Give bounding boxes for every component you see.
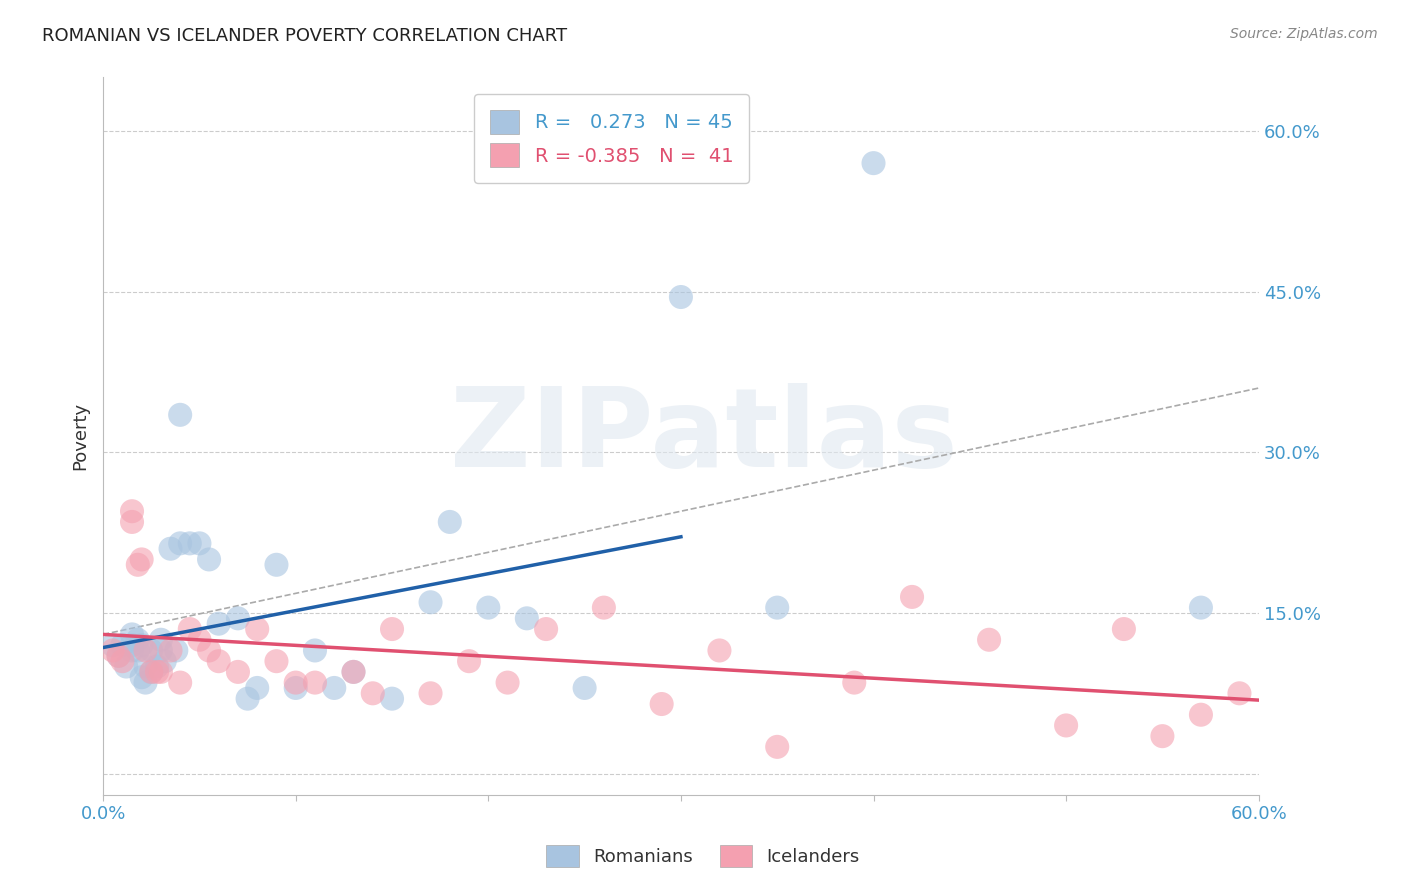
Point (381, 691, 404, 706)
Point (1189, 707, 1212, 722)
Point (188, 632, 211, 647)
Point (107, 648, 129, 663)
Point (169, 536, 191, 550)
Point (149, 643, 172, 657)
Point (1189, 600, 1212, 615)
Point (208, 654, 231, 668)
Point (901, 590, 924, 604)
Point (342, 665, 364, 679)
Point (169, 675, 191, 690)
Point (284, 681, 307, 695)
Point (127, 643, 149, 657)
Point (141, 643, 163, 657)
Point (111, 654, 134, 668)
Point (381, 622, 404, 636)
Point (593, 600, 616, 615)
Point (458, 654, 481, 668)
Point (198, 552, 221, 566)
Point (844, 675, 866, 690)
Text: Source: ZipAtlas.com: Source: ZipAtlas.com (1230, 27, 1378, 41)
Point (188, 536, 211, 550)
Point (131, 552, 153, 566)
Point (862, 156, 884, 170)
Point (709, 643, 731, 657)
Point (169, 408, 191, 422)
Point (127, 558, 149, 572)
Point (477, 600, 499, 615)
Point (131, 638, 153, 652)
Point (1152, 729, 1174, 743)
Point (146, 665, 169, 679)
Point (669, 290, 692, 304)
Point (198, 643, 221, 657)
Point (153, 654, 176, 668)
Point (134, 675, 156, 690)
Point (179, 622, 201, 636)
Point (134, 643, 156, 657)
Point (419, 595, 441, 609)
Point (651, 697, 673, 711)
Point (1054, 718, 1077, 732)
Point (146, 659, 169, 673)
Point (121, 643, 143, 657)
Point (134, 659, 156, 673)
Point (323, 681, 346, 695)
Point (111, 638, 134, 652)
Point (516, 611, 538, 625)
Point (179, 536, 201, 550)
Point (101, 643, 124, 657)
Point (342, 665, 364, 679)
Point (121, 515, 143, 529)
Point (534, 622, 557, 636)
Point (304, 675, 326, 690)
Point (419, 686, 441, 700)
Point (121, 627, 143, 641)
Point (304, 643, 326, 657)
Point (131, 670, 153, 684)
Point (127, 632, 149, 647)
Text: ROMANIAN VS ICELANDER POVERTY CORRELATION CHART: ROMANIAN VS ICELANDER POVERTY CORRELATIO… (42, 27, 567, 45)
Legend: R =   0.273   N = 45, R = -0.385   N =  41: R = 0.273 N = 45, R = -0.385 N = 41 (474, 95, 749, 183)
Point (149, 665, 172, 679)
Text: ZIPatlas: ZIPatlas (450, 383, 957, 490)
Point (1229, 686, 1251, 700)
Point (266, 558, 288, 572)
Point (226, 611, 249, 625)
Point (121, 638, 143, 652)
Point (439, 515, 461, 529)
Point (141, 665, 163, 679)
Point (236, 691, 259, 706)
Point (977, 632, 1000, 647)
Point (574, 681, 596, 695)
Point (165, 643, 187, 657)
Y-axis label: Poverty: Poverty (72, 402, 89, 470)
Point (361, 686, 384, 700)
Point (115, 659, 138, 673)
Point (141, 665, 163, 679)
Point (208, 616, 231, 631)
Point (284, 675, 307, 690)
Point (149, 632, 172, 647)
Legend: Romanians, Icelanders: Romanians, Icelanders (538, 838, 868, 874)
Point (496, 675, 519, 690)
Point (101, 638, 124, 652)
Point (766, 739, 789, 754)
Point (246, 681, 269, 695)
Point (226, 665, 249, 679)
Point (121, 504, 143, 518)
Point (1112, 622, 1135, 636)
Point (266, 654, 288, 668)
Point (159, 541, 181, 556)
Point (246, 622, 269, 636)
Point (107, 648, 129, 663)
Point (159, 643, 181, 657)
Point (766, 600, 789, 615)
